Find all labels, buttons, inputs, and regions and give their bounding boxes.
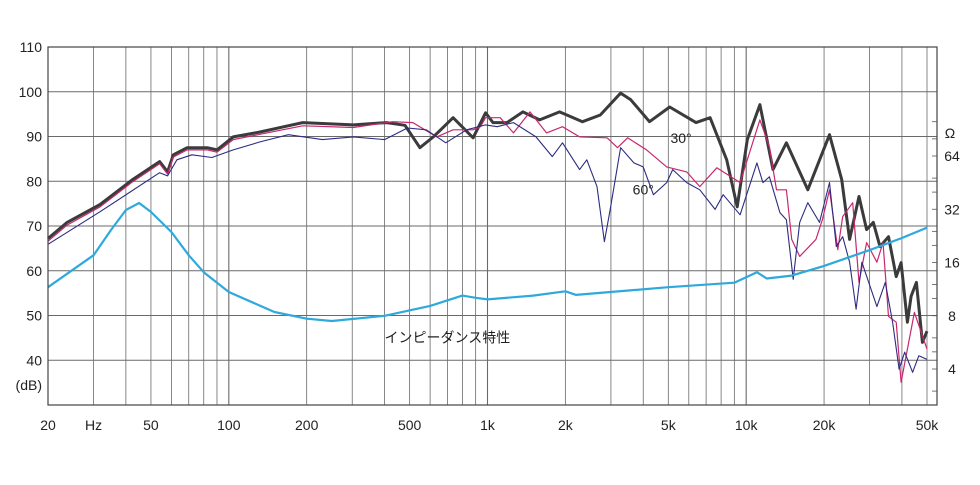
y2-axis-labels: 64 32 16 8 4: [932, 121, 960, 392]
x-tick-label: 1k: [480, 417, 496, 433]
annotation-label: インピーダンス特性: [385, 329, 511, 345]
curves: [47, 91, 929, 383]
grid: [47, 46, 937, 405]
y-tick-label: 80: [26, 173, 42, 189]
annotation-label: 30°: [670, 130, 691, 146]
y-axis-unit-label: (dB): [16, 377, 42, 393]
x-tick-label: 10k: [735, 417, 759, 433]
y2-tick-label: 16: [944, 255, 960, 271]
y-tick-label: 100: [19, 84, 43, 100]
y-tick-label: 70: [26, 218, 42, 234]
y-tick-label: 110: [20, 39, 43, 55]
response-curve-0deg: [47, 91, 929, 344]
y-tick-label: 60: [26, 263, 42, 279]
y2-tick-label: 32: [944, 201, 960, 217]
annotations: 30° 60° インピーダンス特性: [385, 130, 692, 345]
impedance-curve: [47, 201, 928, 323]
x-tick-label: 200: [295, 417, 319, 433]
x-tick-label: 5k: [661, 417, 677, 433]
y2-tick-label: 8: [948, 308, 956, 324]
response-curve-30deg: [47, 111, 928, 383]
x-tick-label: 50k: [916, 417, 940, 433]
y2-tick-label: 4: [948, 361, 956, 377]
x-tick-label: 20: [40, 417, 56, 433]
y2-axis-unit-label: Ω: [945, 125, 955, 141]
x-tick-label: Hz: [85, 417, 102, 433]
x-axis-labels: 20 Hz 50 100 200 500 1k 2k 5k 10k 20k 50k: [40, 417, 939, 433]
x-tick-label: 20k: [813, 417, 837, 433]
x-tick-label: 500: [398, 417, 422, 433]
annotation-label: 60°: [633, 182, 654, 198]
x-tick-label: 100: [217, 417, 241, 433]
y-tick-label: 40: [26, 352, 42, 368]
y-tick-label: 50: [26, 308, 42, 324]
y-tick-label: 90: [26, 129, 42, 145]
x-tick-label: 2k: [558, 417, 574, 433]
plot-frame: [47, 46, 938, 406]
x-tick-label: 50: [143, 417, 159, 433]
y-axis-labels: 110 100 90 80 70 60 50 40: [19, 39, 43, 368]
y2-tick-label: 64: [944, 148, 960, 164]
